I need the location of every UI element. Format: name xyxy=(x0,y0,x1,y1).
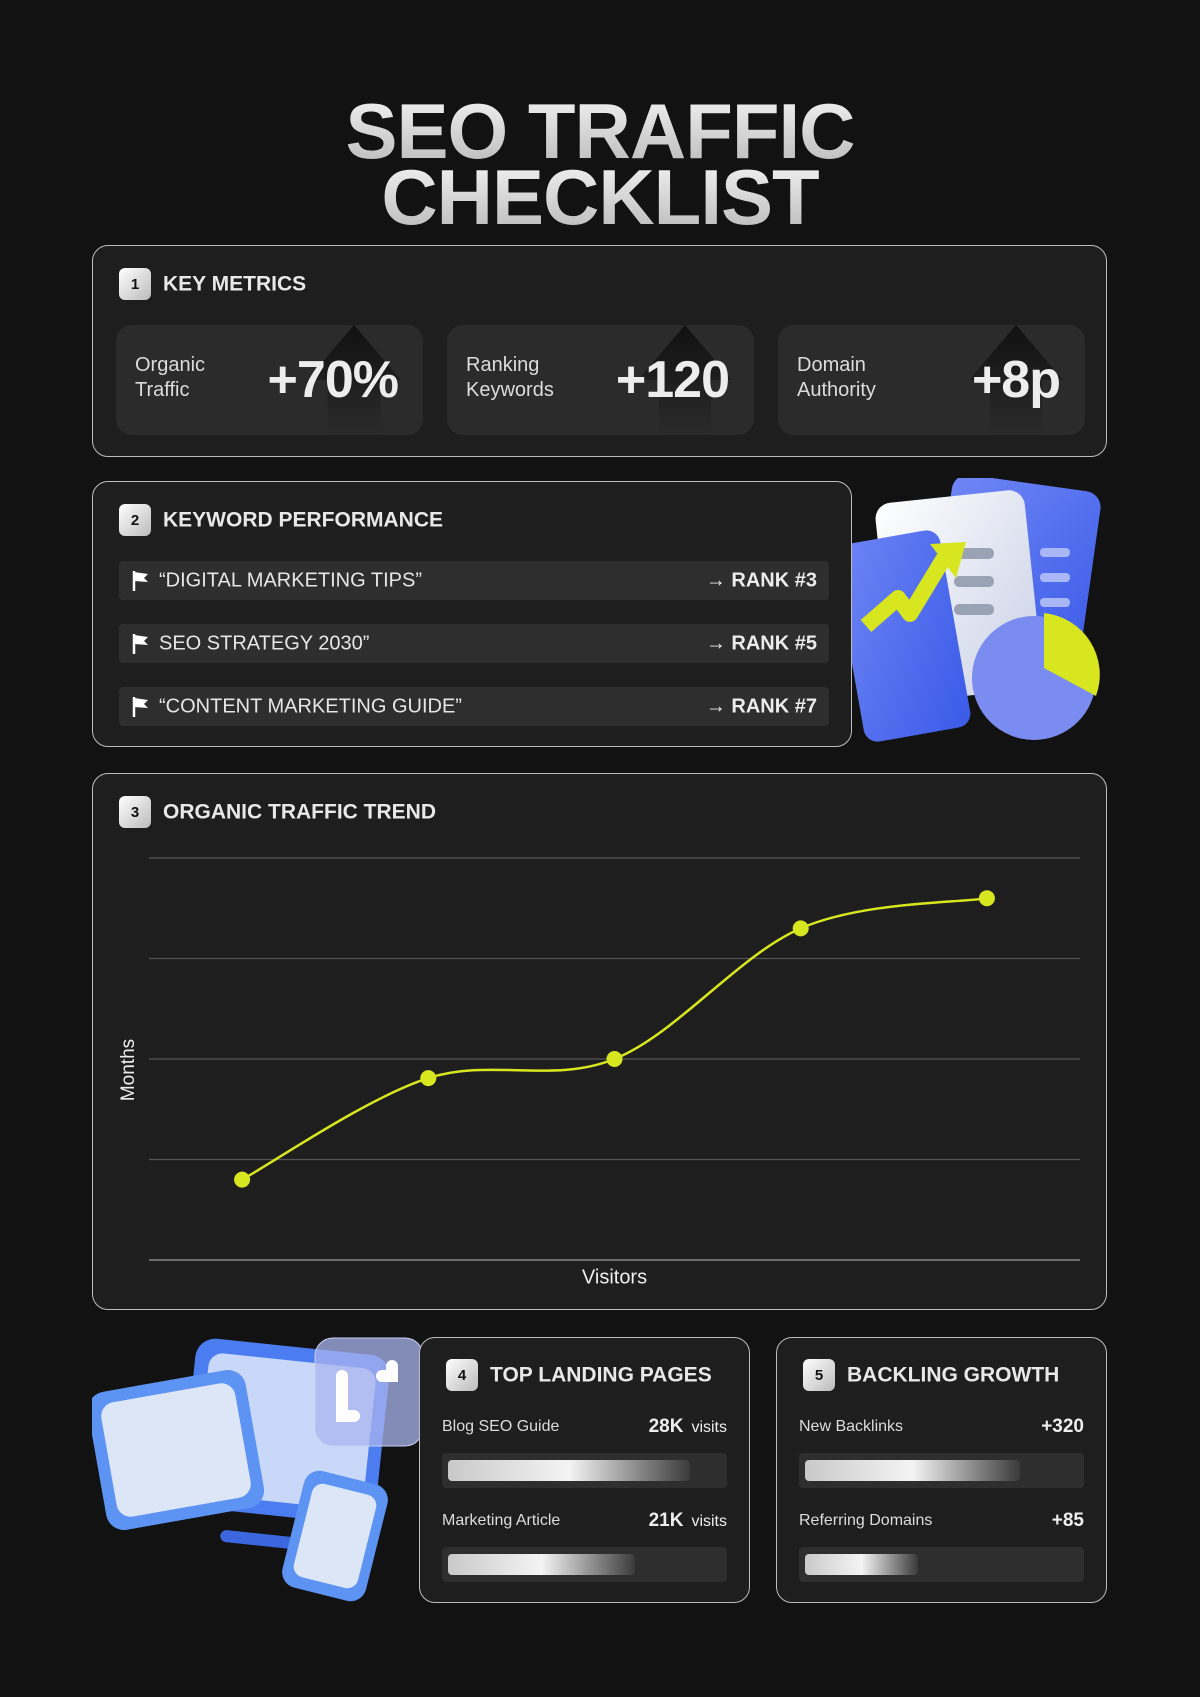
item-name: Referring Domains xyxy=(799,1512,933,1529)
item-name: Blog SEO Guide xyxy=(442,1418,560,1435)
data-point xyxy=(419,1069,436,1086)
progress-bar xyxy=(805,1554,918,1575)
keyword: SEO STRATEGY 2030” xyxy=(159,632,370,654)
metric-label: Domain Authority xyxy=(797,354,876,401)
data-point xyxy=(978,889,995,906)
metric-label: Ranking Keywords xyxy=(466,354,554,401)
keyword-row: “CONTENT MARKETING GUIDE” → RANK #7 xyxy=(119,687,829,726)
progress-track xyxy=(799,1453,1084,1488)
item-value: +320 xyxy=(1041,1416,1084,1438)
keyword-rank: → RANK #3 xyxy=(705,569,817,591)
progress-track xyxy=(442,1453,727,1488)
key-metrics-panel: 1 KEY METRICS Organic Traffic +70% Ranking K… xyxy=(92,245,1107,457)
section-title: KEY METRICS xyxy=(163,272,307,296)
progress-track xyxy=(442,1547,727,1582)
unit: visits xyxy=(691,1513,727,1530)
metric-value: +70% xyxy=(267,351,399,409)
metric-value: +8p xyxy=(971,351,1061,409)
section-title: BACKLING GROWTH xyxy=(847,1363,1060,1387)
flag-icon xyxy=(132,571,148,591)
progress-track xyxy=(799,1547,1084,1582)
section-title: ORGANIC TRAFFIC TREND xyxy=(163,800,436,824)
x-axis-label: Visitors xyxy=(581,1266,646,1288)
backlinks-panel: 5 BACKLING GROWTH New Backlinks +320 Referri… xyxy=(776,1337,1107,1603)
trend-line xyxy=(241,896,987,1181)
metric-value: +120 xyxy=(615,351,730,409)
value: 21K xyxy=(648,1510,684,1531)
devices-illustration xyxy=(92,1337,424,1602)
landing-pages-panel: 4 TOP LANDING PAGES Blog SEO Guide 28K visit… xyxy=(419,1337,750,1603)
data-point xyxy=(233,1171,250,1188)
progress-bar xyxy=(805,1460,1020,1481)
section-number: 4 xyxy=(446,1359,478,1391)
keyword-rank: → RANK #5 xyxy=(705,632,817,654)
progress-bar xyxy=(448,1460,690,1481)
section-number: 2 xyxy=(119,504,151,536)
data-point xyxy=(606,1050,622,1067)
keyword-row: “DIGITAL MARKETING TIPS” → RANK #3 xyxy=(119,561,829,600)
flag-icon xyxy=(132,634,148,654)
keyword-rank: → RANK #7 xyxy=(705,695,817,717)
trend-panel: Visitors Months 3 ORGANIC TRAFFIC TREND xyxy=(92,773,1107,1310)
y-axis-label: Months xyxy=(118,1038,139,1100)
chart: Visitors Months xyxy=(118,856,1080,1288)
section-number: 3 xyxy=(119,796,151,828)
keyword-row: SEO STRATEGY 2030” → RANK #5 xyxy=(119,624,829,663)
item-value: 28K visits xyxy=(649,1416,727,1438)
progress-bar xyxy=(448,1554,635,1575)
metric-card: Ranking Keywords +120 xyxy=(447,325,754,435)
section-title: KEYWORD PERFORMANCE xyxy=(163,508,444,532)
documents-illustration xyxy=(844,478,1101,742)
unit: visits xyxy=(691,1419,727,1436)
data-point xyxy=(792,919,809,936)
metric-card: Domain Authority +8p xyxy=(778,325,1085,435)
value: +320 xyxy=(1041,1416,1084,1437)
item-name: New Backlinks xyxy=(799,1418,904,1435)
flag-icon xyxy=(132,697,148,717)
keyword-panel: 2 KEYWORD PERFORMANCE “DIGITAL MARKETING T… xyxy=(92,481,852,747)
metric-label: Organic Traffic xyxy=(135,354,206,401)
section-title: TOP LANDING PAGES xyxy=(490,1363,712,1387)
page-title: CHECKLIST xyxy=(0,158,1200,236)
item-name: Marketing Article xyxy=(442,1512,561,1529)
page-title: SEO TRAFFIC xyxy=(0,92,1200,170)
value: +85 xyxy=(1051,1510,1084,1531)
item-value: 21K visits xyxy=(649,1510,727,1532)
value: 28K xyxy=(648,1416,684,1437)
section-number: 5 xyxy=(803,1359,835,1391)
item-value: +85 xyxy=(1052,1510,1084,1532)
metric-card: Organic Traffic +70% xyxy=(116,325,423,435)
keyword: “CONTENT MARKETING GUIDE” xyxy=(159,695,462,717)
section-number: 1 xyxy=(119,268,151,300)
keyword: “DIGITAL MARKETING TIPS” xyxy=(159,569,422,591)
